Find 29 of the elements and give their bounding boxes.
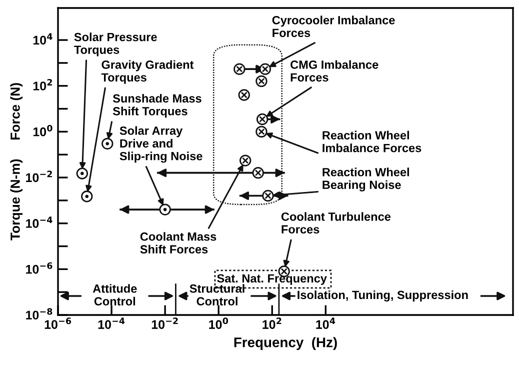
y-tick-label: 10$^{−2}$ <box>26 170 52 182</box>
annotation: Structural Control <box>190 284 244 306</box>
annotation: Solar Pressure Torques <box>74 32 157 56</box>
y-tick-label: 10$^{−6}$ <box>26 262 52 274</box>
annotation: Attitude Control <box>92 284 137 306</box>
y-axis-title: Torque (N-m) Force (N) <box>10 83 22 240</box>
x-tick-label: 10$^{−6}$ <box>44 318 72 329</box>
y-tick-label: 10$^{0}$ <box>33 124 52 136</box>
annotation: Gravity Gradient Torques <box>101 60 194 84</box>
annotation: Solar Array Drive and Slip-ring Noise <box>120 126 202 163</box>
x-tick-label: 10$^{−2}$ <box>152 318 178 329</box>
x-tick-label: 10$^{−4}$ <box>98 318 125 329</box>
x-tick-label: 10$^{0}$ <box>209 318 228 329</box>
x-tick-label: 10$^{2}$ <box>262 318 282 329</box>
annotation: Reaction Wheel Bearing Noise <box>322 168 409 192</box>
annotation: Sunshade Mass Shift Torques <box>112 94 202 118</box>
x-tick-label: 10$^{4}$ <box>316 318 336 329</box>
annotation: Reaction Wheel Imbalance Forces <box>322 130 422 152</box>
x-axis-title: Frequency (Hz) <box>234 337 337 350</box>
annotation: Isolation, Tuning, Suppression <box>298 290 468 302</box>
y-tick-label: 10$^{−8}$ <box>26 308 52 320</box>
y-tick-label: 10$^{2}$ <box>33 79 52 90</box>
y-tick-label: 10$^{4}$ <box>33 33 52 45</box>
annotation: Coolant Turbulence Forces <box>281 212 391 234</box>
annotation: Cyrocooler Imbalance Forces <box>272 16 395 38</box>
annotation: CMG Imbalance Forces <box>290 60 378 82</box>
annotation: Coolant Mass Shift Forces <box>140 232 216 254</box>
annotation: Sat. Nat. Frequency <box>217 274 327 285</box>
y-tick-label: 10$^{−4}$ <box>26 216 52 228</box>
